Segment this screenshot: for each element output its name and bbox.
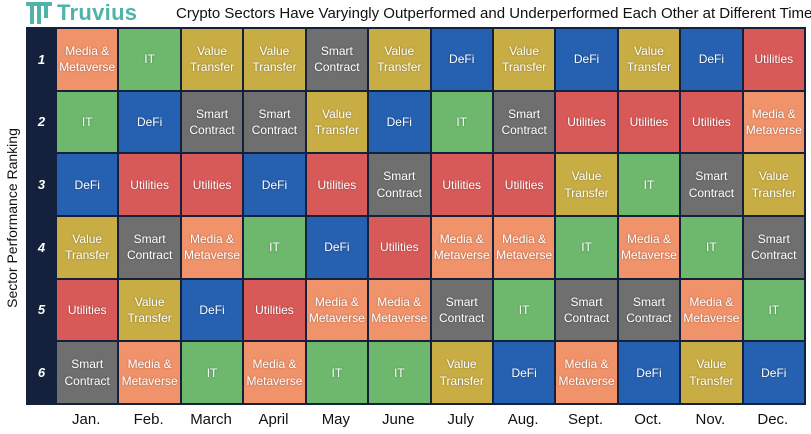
month-tick-label: June bbox=[382, 410, 415, 428]
sector-cell: Media & Metaverse bbox=[244, 342, 305, 403]
sector-cell: Smart Contract bbox=[431, 279, 492, 341]
rank-label: 2 bbox=[37, 114, 46, 130]
sector-cell: Utilities bbox=[119, 154, 180, 215]
sector-cell: DeFi bbox=[431, 29, 492, 90]
sector-cell: Media & Metaverse bbox=[743, 91, 804, 153]
sector-cell: Value Transfer bbox=[369, 29, 430, 90]
sector-cell: Smart Contract bbox=[743, 217, 804, 278]
y-axis-label: Sector Performance Ranking bbox=[4, 128, 20, 308]
sector-cell: DeFi bbox=[119, 91, 180, 153]
sector-cell: Media & Metaverse bbox=[681, 279, 742, 341]
chart-title: Crypto Sectors Have Varyingly Outperform… bbox=[176, 5, 811, 22]
month-axis: Jan. Feb. March April May June July Aug. Sept. Oc… bbox=[55, 407, 804, 431]
sector-cell: Value Transfer bbox=[181, 29, 243, 90]
sector-cell: Smart Contract bbox=[556, 279, 617, 341]
sector-cell: Media & Metaverse bbox=[119, 342, 180, 403]
sector-cell: Smart Contract bbox=[119, 217, 180, 278]
month-tick-label: March bbox=[190, 410, 232, 428]
sector-cell: DeFi bbox=[493, 342, 555, 403]
month-tick-label: Aug. bbox=[507, 410, 539, 428]
sector-cell: Utilities bbox=[493, 154, 555, 215]
sector-cell: Smart Contract bbox=[181, 91, 243, 153]
sector-cell: IT bbox=[181, 342, 243, 403]
sector-cell: Smart Contract bbox=[493, 91, 555, 153]
month-tick-label: Sept. bbox=[568, 410, 604, 428]
sector-cell: Media & Metaverse bbox=[493, 217, 555, 278]
sector-cell: Value Transfer bbox=[618, 29, 680, 90]
month-tick-label: Oct. bbox=[634, 410, 662, 428]
sector-cell: Value Transfer bbox=[119, 279, 180, 341]
sector-cell: Media & Metaverse bbox=[618, 217, 680, 278]
sector-cell: Media & Metaverse bbox=[306, 279, 368, 341]
sector-cell: IT bbox=[618, 154, 680, 215]
sector-cell: Value Transfer bbox=[493, 29, 555, 90]
month-tick-label: Feb. bbox=[133, 410, 164, 428]
sector-cell: DeFi bbox=[57, 154, 118, 215]
sector-cell: IT bbox=[431, 91, 492, 153]
sector-ranking-grid: 1 Media & Metaverse IT Value Transfer Value … bbox=[26, 27, 806, 405]
sector-cell: Value Transfer bbox=[556, 154, 617, 215]
sector-cell: IT bbox=[743, 279, 804, 341]
month-tick-label: Jan. bbox=[72, 410, 101, 428]
sector-cell: IT bbox=[306, 342, 368, 403]
logo-text: Truvius bbox=[57, 0, 138, 25]
sector-cell: DeFi bbox=[743, 342, 804, 403]
sector-cell: Smart Contract bbox=[681, 154, 742, 215]
sector-cell: DeFi bbox=[369, 91, 430, 153]
sector-cell: Value Transfer bbox=[57, 217, 118, 278]
rank-label: 3 bbox=[37, 177, 46, 193]
sector-cell: Media & Metaverse bbox=[431, 217, 492, 278]
sector-cell: Utilities bbox=[306, 154, 368, 215]
sector-cell: DeFi bbox=[181, 279, 243, 341]
sector-cell: Utilities bbox=[618, 91, 680, 153]
rank-label: 6 bbox=[37, 365, 46, 381]
sector-cell: IT bbox=[57, 91, 118, 153]
sector-cell: Value Transfer bbox=[431, 342, 492, 403]
sector-cell: Smart Contract bbox=[57, 342, 118, 403]
sector-cell: Utilities bbox=[681, 91, 742, 153]
sector-cell: DeFi bbox=[618, 342, 680, 403]
rank-label: 5 bbox=[37, 302, 46, 318]
sector-cell: Utilities bbox=[556, 91, 617, 153]
month-tick-label: April bbox=[258, 410, 289, 428]
truvius-logo-icon bbox=[26, 2, 52, 24]
month-tick-label: Nov. bbox=[695, 410, 726, 428]
sector-cell: DeFi bbox=[244, 154, 305, 215]
month-tick-label: July bbox=[447, 410, 475, 428]
sector-cell: IT bbox=[369, 342, 430, 403]
sector-cell: Utilities bbox=[431, 154, 492, 215]
rank-label: 4 bbox=[37, 239, 46, 255]
sector-cell: Utilities bbox=[57, 279, 118, 341]
sector-cell: Utilities bbox=[244, 279, 305, 341]
sector-cell: Media & Metaverse bbox=[556, 342, 617, 403]
sector-cell: IT bbox=[556, 217, 617, 278]
truvius-logo: Truvius bbox=[26, 0, 137, 26]
rank-label: 1 bbox=[37, 51, 46, 67]
sector-cell: Value Transfer bbox=[306, 91, 368, 153]
sector-cell: IT bbox=[119, 29, 180, 90]
sector-cell: Value Transfer bbox=[743, 154, 804, 215]
sector-cell: IT bbox=[493, 279, 555, 341]
sector-cell: Utilities bbox=[743, 29, 804, 90]
sector-cell: Utilities bbox=[369, 217, 430, 278]
sector-cell: DeFi bbox=[681, 29, 742, 90]
sector-cell: Value Transfer bbox=[244, 29, 305, 90]
sector-cell: DeFi bbox=[556, 29, 617, 90]
sector-cell: IT bbox=[681, 217, 742, 278]
month-tick-label: May bbox=[321, 410, 351, 428]
sector-cell: Media & Metaverse bbox=[57, 29, 118, 90]
sector-cell: Utilities bbox=[181, 154, 243, 215]
month-tick-label: Dec. bbox=[757, 410, 789, 428]
sector-cell: Smart Contract bbox=[369, 154, 430, 215]
sector-cell: Media & Metaverse bbox=[369, 279, 430, 341]
sector-cell: Smart Contract bbox=[306, 29, 368, 90]
sector-cell: Smart Contract bbox=[618, 279, 680, 341]
sector-cell: DeFi bbox=[306, 217, 368, 278]
sector-cell: Smart Contract bbox=[244, 91, 305, 153]
sector-cell: Value Transfer bbox=[681, 342, 742, 403]
sector-cell: IT bbox=[244, 217, 305, 278]
sector-cell: Media & Metaverse bbox=[181, 217, 243, 278]
